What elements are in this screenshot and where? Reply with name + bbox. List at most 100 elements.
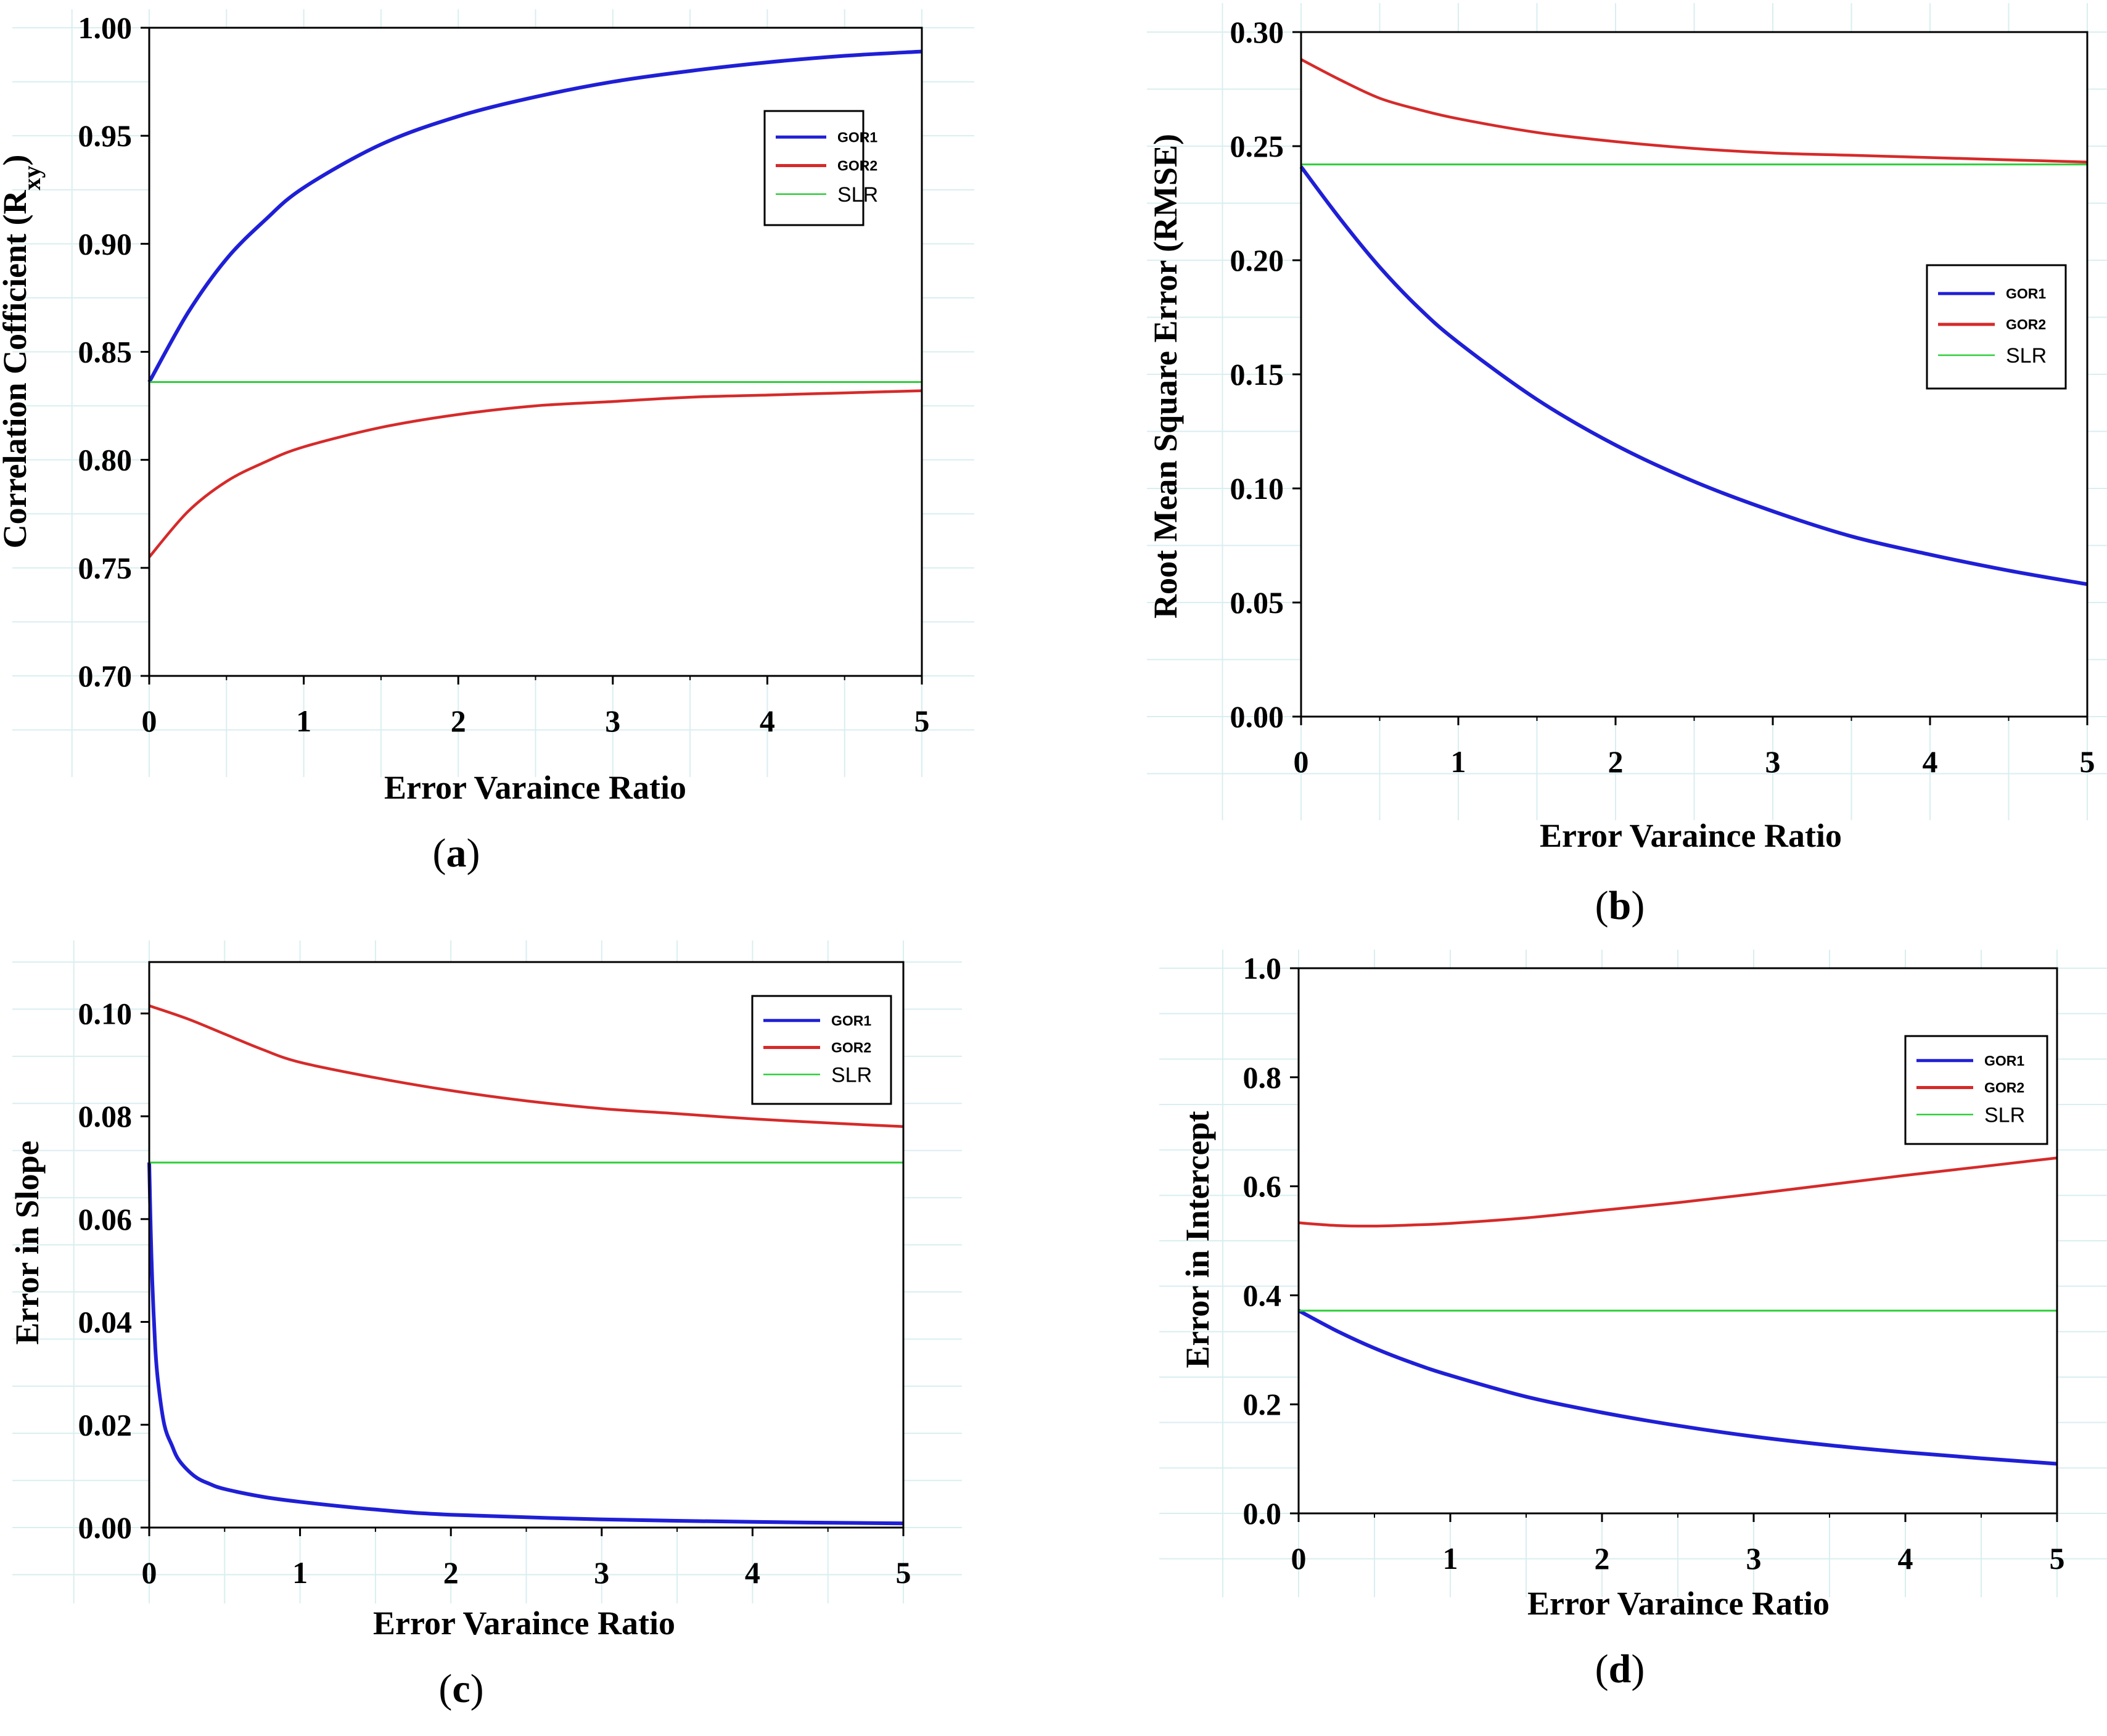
legend-label: GOR1 — [2006, 286, 2046, 302]
panel-label-open: ( — [433, 831, 446, 876]
panel-label-letter: a — [446, 831, 467, 876]
y-tick-label: 0.4 — [1243, 1278, 1282, 1312]
x-tick-label: 1 — [296, 704, 311, 738]
legend-label: GOR1 — [1984, 1053, 2024, 1069]
series-line-gor1 — [1299, 165, 2088, 586]
y-tick-label: 0.2 — [1243, 1387, 1282, 1421]
y-axis-title: Correlation Cofficient (Rxy) — [0, 155, 46, 549]
legend-label: SLR — [1984, 1103, 2025, 1127]
series-line-gor2 — [1300, 58, 2088, 164]
x-tick-label: 5 — [914, 704, 930, 738]
x-tick-label: 3 — [594, 1555, 609, 1590]
y-tick-label: 0.30 — [1230, 15, 1284, 49]
panel-label: (d) — [1595, 1647, 1645, 1692]
y-tick-label: 0.05 — [1230, 585, 1284, 620]
panel-label: (a) — [433, 831, 480, 876]
series-line-gor1 — [147, 1162, 904, 1526]
legend-box — [1926, 264, 2067, 390]
legend: GOR1 GOR2 SLR — [751, 995, 892, 1105]
x-axis-title: Error Varaince Ratio — [1540, 817, 1842, 854]
legend-box — [763, 110, 865, 226]
x-tick-label: 2 — [451, 704, 466, 738]
x-tick-label: 3 — [605, 704, 620, 738]
x-tick-label: 4 — [1923, 744, 1938, 779]
legend-label: SLR — [831, 1063, 872, 1087]
y-tick-label: 0.00 — [78, 1510, 133, 1545]
x-axis-title: Error Varaince Ratio — [373, 1605, 675, 1642]
panel-label: (c) — [438, 1666, 483, 1711]
series-line-gor2 — [149, 1004, 904, 1129]
x-tick-label: 1 — [292, 1555, 308, 1590]
x-tick-label: 5 — [896, 1555, 911, 1590]
panel-label-letter: b — [1609, 883, 1632, 928]
y-tick-label: 0.25 — [1230, 129, 1284, 163]
y-axis-title: Error in Slope — [9, 1140, 46, 1344]
x-axis-title: Error Varaince Ratio — [1527, 1585, 1830, 1622]
chart-panel-c: 0 1 2 3 4 5 0.00 0.02 0.04 0.06 0.08 0.10 Error Vara… — [9, 940, 962, 1711]
y-tick-label: 1.0 — [1243, 951, 1282, 985]
y-tick-label: 0.85 — [78, 335, 133, 369]
legend-label: GOR2 — [2006, 316, 2046, 332]
x-tick-label: 5 — [2050, 1541, 2065, 1576]
panel-label-open: ( — [1595, 1647, 1609, 1692]
y-tick-label: 0.06 — [78, 1202, 133, 1236]
legend-label: GOR1 — [837, 129, 877, 145]
legend-label: SLR — [2006, 344, 2047, 368]
legend: GOR1 GOR2 SLR — [1904, 1035, 2048, 1145]
y-tick-label: 0.10 — [1230, 471, 1284, 506]
x-tick-label: 1 — [1451, 744, 1466, 779]
legend-box — [751, 995, 892, 1105]
y-tick-label: 0.20 — [1230, 243, 1284, 278]
y-tick-label: 0.90 — [78, 226, 133, 261]
y-axis-title-close: ) — [0, 155, 33, 166]
y-axis-title: Error in Intercept — [1179, 1111, 1216, 1368]
panel-label-close: ) — [467, 831, 480, 876]
y-tick-label: 0.08 — [78, 1099, 133, 1133]
x-tick-label: 4 — [760, 704, 775, 738]
y-tick-label: 0.04 — [78, 1305, 133, 1339]
chart-panel-a: 0 1 2 3 4 5 0.70 0.75 0.80 0.85 0.90 0.95 1.00 Error … — [0, 9, 974, 876]
y-tick-label: 0.8 — [1243, 1060, 1282, 1095]
y-tick-label: 0.70 — [78, 659, 133, 693]
chart-panel-b: 0 1 2 3 4 5 0.00 0.05 0.10 0.15 0.20 0.25 0.30 Error … — [1147, 3, 2107, 928]
x-tick-label: 0 — [1291, 1541, 1307, 1576]
series-line-gor1 — [147, 49, 922, 383]
x-tick-label: 5 — [2080, 744, 2095, 779]
y-tick-label: 0.0 — [1243, 1496, 1282, 1531]
legend-label: GOR2 — [837, 158, 877, 174]
x-tick-label: 3 — [1746, 1541, 1762, 1576]
y-tick-label: 0.6 — [1243, 1169, 1282, 1204]
y-tick-label: 1.00 — [78, 10, 133, 45]
panel-label-letter: c — [452, 1666, 470, 1711]
x-tick-label: 0 — [1294, 744, 1309, 779]
legend-label: GOR1 — [831, 1013, 871, 1029]
x-tick-label: 4 — [745, 1555, 760, 1590]
y-tick-label: 0.95 — [78, 118, 133, 153]
y-axis-title-main: Error in Intercept — [1179, 1111, 1216, 1368]
legend-label: SLR — [837, 183, 878, 207]
x-tick-label: 2 — [1595, 1541, 1610, 1576]
y-tick-label: 0.80 — [78, 443, 133, 477]
panel-label: (b) — [1595, 883, 1645, 928]
panel-label-close: ) — [1631, 883, 1645, 928]
panel-label-close: ) — [470, 1666, 484, 1711]
y-tick-label: 0.10 — [78, 996, 133, 1030]
y-tick-label: 0.15 — [1230, 357, 1284, 392]
y-axis-title: Root Mean Square Error (RMSE) — [1147, 134, 1184, 619]
series-line-gor2 — [148, 389, 922, 558]
legend-label: GOR2 — [1984, 1080, 2024, 1096]
legend: GOR1 GOR2 SLR — [763, 110, 878, 226]
series-line-gor1 — [1297, 1309, 2058, 1466]
x-tick-label: 2 — [1608, 744, 1624, 779]
legend: GOR1 GOR2 SLR — [1926, 264, 2067, 390]
x-tick-label: 0 — [142, 704, 157, 738]
legend-box — [1904, 1035, 2048, 1145]
panel-label-close: ) — [1631, 1647, 1645, 1692]
x-axis-title: Error Varaince Ratio — [384, 769, 686, 806]
y-axis-title-main: Error in Slope — [9, 1140, 46, 1344]
y-axis-title-main: Root Mean Square Error (RMSE) — [1147, 134, 1184, 619]
x-tick-label: 0 — [142, 1555, 157, 1590]
panel-label-letter: d — [1609, 1647, 1632, 1692]
y-axis-title-main: Correlation Cofficient (R — [0, 190, 33, 549]
